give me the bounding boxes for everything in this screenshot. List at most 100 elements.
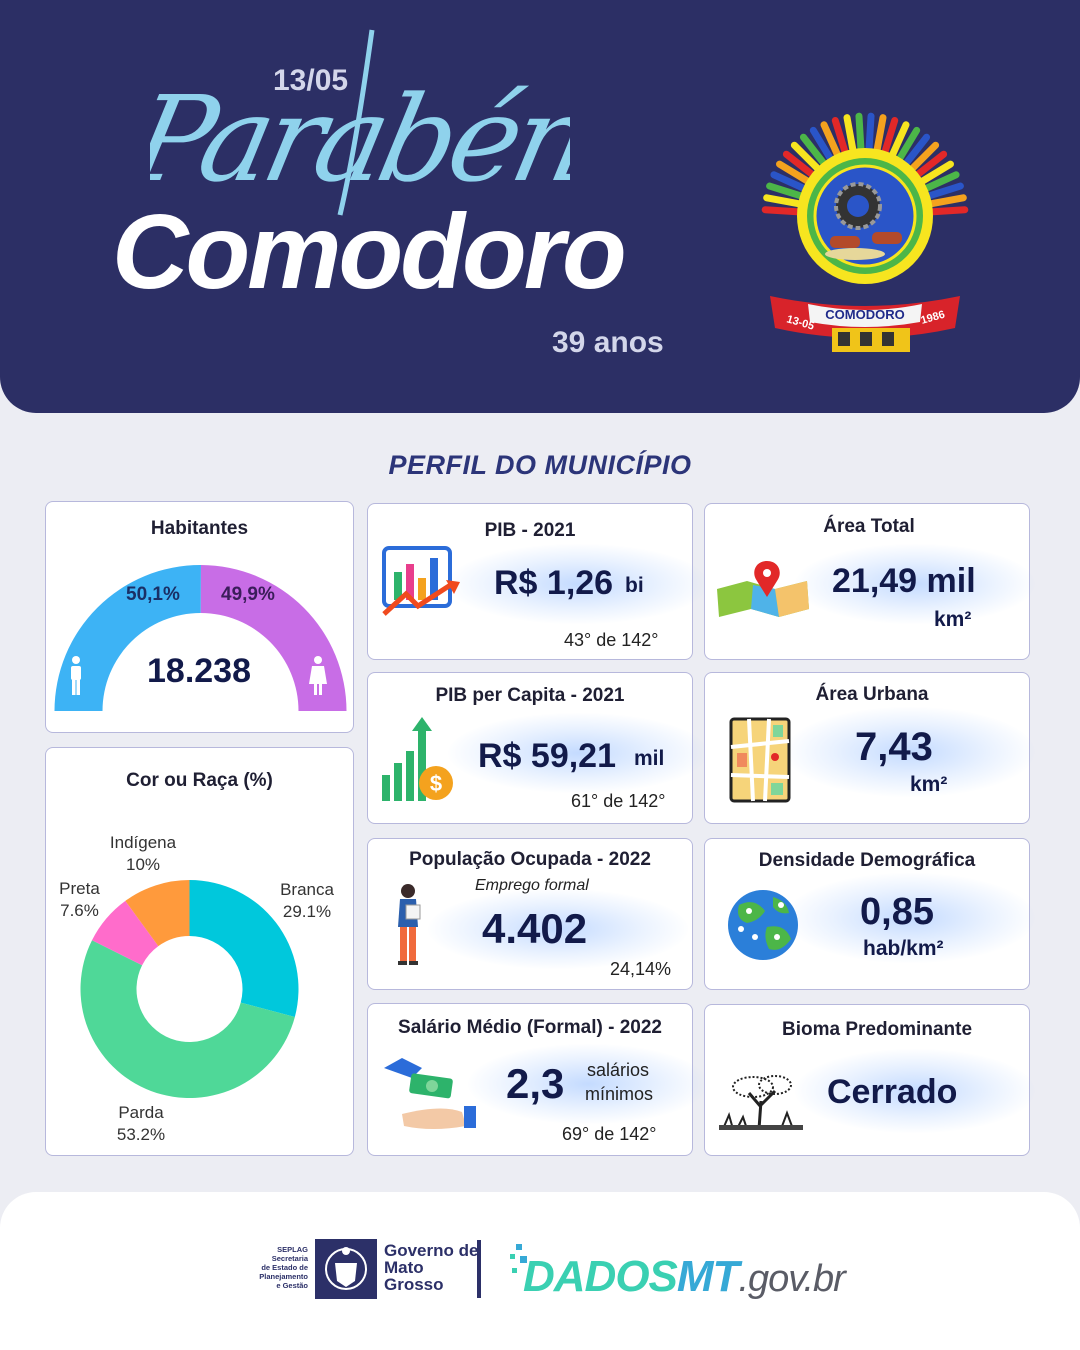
pib-rank: 43° de 142° (564, 630, 659, 650)
state-coat-of-arms-icon (315, 1239, 377, 1299)
populacao-title: População Ocupada - 2022 (409, 849, 651, 870)
card-salario-medio: Salário Médio (Formal) - 2022 2,3 salári… (367, 1003, 708, 1156)
populacao-value: 4.402 (482, 905, 588, 952)
pib-title: PIB - 2021 (484, 520, 576, 541)
salario-unit-line1: salários (587, 1060, 650, 1080)
gov-line: Governo de (384, 1241, 479, 1260)
populacao-subtitle: Emprego formal (475, 877, 589, 894)
populacao-rate: 24,14% (610, 959, 672, 979)
male-person-icon (71, 656, 81, 695)
dados-logo-dots-icon (510, 1244, 527, 1273)
seplag-line: Planejamento (259, 1272, 308, 1281)
seplag-line: de Estado de (261, 1263, 308, 1272)
gov-line: Mato (384, 1258, 424, 1277)
pie-label-parda: Parda 53.2% (106, 1102, 176, 1146)
female-pct-label: 49,9% (221, 584, 275, 605)
pie-category-indigena: Indígena (109, 833, 177, 852)
bioma-value: Cerrado (827, 1073, 958, 1111)
globe-people-icon (728, 890, 798, 960)
card-cor-raca: Cor ou Raça (%) Indígena 10% Preta 7.6% … (45, 747, 354, 1156)
pie-value-preta: 7.6% (60, 901, 99, 920)
seplag-line: e Gestão (276, 1281, 308, 1290)
habitantes-title: Habitantes (150, 518, 249, 539)
dados-mt-logo: DADOSMT.gov.br (523, 1252, 846, 1302)
anniversary-date: 13/05 (273, 64, 349, 97)
salario-unit-line2: mínimos (585, 1084, 654, 1104)
parabens-text: Parabéns (150, 71, 570, 208)
female-person-icon (309, 656, 327, 695)
pie-category-preta: Preta (59, 879, 100, 898)
cor-raca-title: Cor ou Raça (%) (126, 770, 273, 791)
bar-chart-growth-icon (382, 546, 460, 616)
donut-slice-parda (80, 940, 295, 1098)
area-urbana-value: 7,43 (855, 725, 933, 769)
gauge-female-arc (200, 565, 347, 711)
seplag-label: SEPLAG Secretaria de Estado de Planejame… (250, 1245, 308, 1290)
card-area-total: Área Total 21,49 mil km² (704, 503, 1035, 660)
footer (0, 1192, 1080, 1350)
pib-unit: bi (625, 574, 644, 597)
dados-text: DADOS (523, 1252, 678, 1301)
city-map-icon (729, 717, 791, 803)
city-name: Comodoro (112, 193, 627, 311)
habitantes-total: 18.238 (147, 652, 251, 690)
pie-value-branca: 29.1% (282, 902, 332, 921)
pie-label-preta: Preta 7.6% (52, 878, 107, 922)
pie-label-branca: Branca 29.1% (272, 879, 342, 923)
seplag-line: SEPLAG (277, 1245, 308, 1254)
gauge-male-arc (54, 565, 201, 711)
donut-slice-preta (92, 900, 159, 966)
area-urbana-title: Área Urbana (815, 684, 929, 705)
svg-text:$: $ (430, 771, 442, 796)
gov-line: Grosso (384, 1275, 444, 1294)
densidade-value: 0,85 (860, 891, 934, 933)
area-total-title: Área Total (823, 516, 915, 537)
pib-value: R$ 1,26 (494, 564, 614, 602)
governo-mt-label: Governo de Mato Grosso (384, 1242, 478, 1293)
salario-value: 2,3 (506, 1060, 565, 1107)
gov-br-text: .gov.br (738, 1258, 845, 1300)
card-populacao-ocupada: População Ocupada - 2022 Emprego formal … (367, 838, 693, 990)
donut-slice-branca (189, 880, 299, 1017)
money-growth-icon: $ (382, 717, 453, 801)
cor-raca-donut-chart (80, 880, 299, 1098)
pib-capita-rank: 61° de 142° (571, 791, 666, 811)
pib-capita-unit: mil (634, 747, 665, 770)
card-bioma: Bioma Predominante Cerrado (704, 1004, 1035, 1156)
card-area-urbana: Área Urbana 7,43 km² (704, 672, 1035, 824)
section-title: PERFIL DO MUNICÍPIO (388, 450, 692, 480)
emblem-name: COMODORO (825, 307, 904, 322)
pie-label-indigena: Indígena 10% (98, 832, 188, 876)
parabens-script: Parabéns (150, 29, 570, 216)
municipal-coat-of-arms-icon: COMODORO 13-05 1986 (761, 112, 969, 352)
salario-rank: 69° de 142° (562, 1124, 657, 1144)
footer-divider (477, 1240, 481, 1298)
cash-hands-icon (384, 1058, 476, 1129)
area-total-value: 21,49 mil (832, 562, 976, 600)
card-densidade: Densidade Demográfica 0,85 hab/km² (704, 838, 1035, 990)
male-pct-label: 50,1% (126, 584, 180, 605)
seplag-line: Secretaria (271, 1254, 308, 1263)
gender-gauge (54, 565, 347, 711)
pie-category-parda: Parda (118, 1103, 164, 1122)
donut-slice-indigena (125, 880, 190, 947)
salario-title: Salário Médio (Formal) - 2022 (398, 1017, 662, 1038)
header-banner: Parabéns 13/05 Comodoro 39 anos COMODORO… (0, 0, 1080, 413)
area-urbana-unit: km² (910, 773, 948, 796)
area-total-unit: km² (934, 608, 972, 631)
card-pib: PIB - 2021 R$ 1,26 bi 43° de 142° (367, 503, 708, 660)
bioma-title: Bioma Predominante (781, 1019, 973, 1040)
pie-category-branca: Branca (280, 880, 334, 899)
pie-value-parda: 53.2% (116, 1125, 166, 1144)
pib-capita-title: PIB per Capita - 2021 (435, 685, 625, 706)
mt-text: MT (676, 1252, 740, 1301)
densidade-unit: hab/km² (863, 937, 944, 960)
map-pin-icon (717, 561, 809, 617)
cerrado-tree-icon (719, 1075, 803, 1130)
card-pib-per-capita: PIB per Capita - 2021 $ R$ 59,21 mil 61°… (367, 672, 708, 824)
card-habitantes: Habitantes 50,1% 49,9% 18.238 (45, 501, 354, 733)
pib-capita-value: R$ 59,21 (478, 737, 616, 775)
anniversary-years: 39 anos (552, 326, 664, 359)
pie-value-indigena: 10% (125, 855, 161, 874)
worker-woman-icon (398, 884, 421, 965)
